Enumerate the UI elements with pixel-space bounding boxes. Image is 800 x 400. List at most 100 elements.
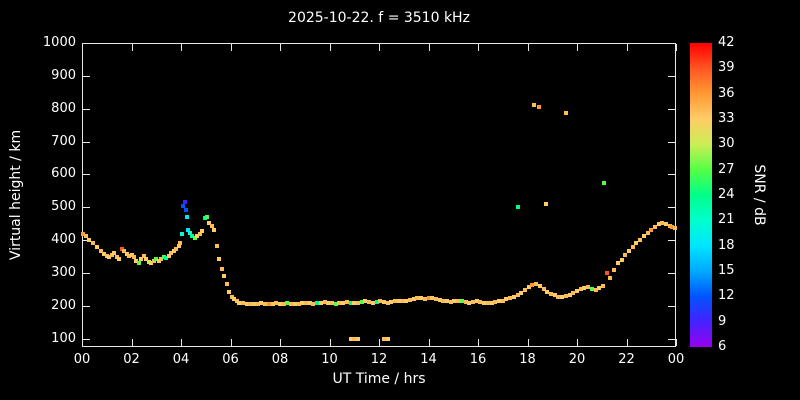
data-point <box>266 301 271 306</box>
data-point <box>300 301 305 306</box>
x-tick-label: 20 <box>568 352 586 367</box>
y-tick-label: 800 <box>51 100 76 116</box>
data-point <box>102 251 107 256</box>
data-point <box>381 336 386 341</box>
data-point <box>441 298 446 303</box>
data-point <box>149 261 154 266</box>
data-point <box>237 300 242 305</box>
data-point <box>630 244 635 249</box>
colorbar-gradient <box>690 43 712 347</box>
data-point <box>385 336 390 341</box>
data-point <box>333 301 338 306</box>
y-tick-label: 100 <box>51 330 76 346</box>
data-point <box>652 225 657 230</box>
data-point <box>359 299 364 304</box>
data-point <box>311 301 316 306</box>
data-point <box>363 299 368 304</box>
data-point <box>234 299 239 304</box>
data-point <box>604 271 609 276</box>
data-point <box>348 300 353 305</box>
data-point <box>608 275 613 280</box>
data-point <box>463 299 468 304</box>
x-tick-mark <box>676 339 677 346</box>
data-point <box>478 299 483 304</box>
data-point <box>252 301 256 306</box>
data-point <box>615 261 620 266</box>
data-point <box>430 296 435 301</box>
data-point <box>186 227 191 232</box>
y-tick-mark <box>83 338 90 340</box>
data-point <box>202 215 207 220</box>
data-point <box>597 285 602 290</box>
data-point <box>549 292 553 297</box>
data-point <box>571 290 576 295</box>
data-point <box>415 295 420 300</box>
data-point <box>411 296 416 301</box>
data-point <box>400 299 405 304</box>
data-point <box>112 250 117 255</box>
data-point <box>329 301 334 306</box>
data-point <box>181 203 186 208</box>
data-point <box>515 293 520 298</box>
data-point <box>367 299 372 304</box>
data-point <box>467 300 472 305</box>
colorbar-tick-label: 24 <box>718 187 735 202</box>
data-point <box>214 244 219 249</box>
data-point <box>493 299 498 304</box>
plot-area <box>82 43 676 347</box>
x-tick-mark <box>181 44 182 51</box>
data-point <box>183 207 188 212</box>
data-point <box>422 296 427 301</box>
y-tick-label: 600 <box>51 166 76 182</box>
x-tick-mark <box>82 44 83 51</box>
data-point <box>352 301 357 306</box>
data-point <box>389 299 394 304</box>
data-point <box>303 300 308 305</box>
data-point <box>185 215 190 220</box>
data-point <box>593 288 598 293</box>
data-point <box>98 248 103 253</box>
x-tick-mark <box>131 44 133 51</box>
data-point <box>207 221 212 226</box>
data-point <box>393 299 398 304</box>
x-tick-mark <box>478 44 479 51</box>
data-point <box>318 300 323 305</box>
y-tick-label: 900 <box>51 67 76 83</box>
data-point <box>182 200 187 205</box>
data-point <box>519 291 524 296</box>
data-point <box>222 273 227 278</box>
data-point <box>144 256 149 261</box>
data-point <box>656 222 661 227</box>
x-tick-label: 04 <box>172 352 190 367</box>
data-point <box>355 336 360 341</box>
data-point <box>471 299 476 304</box>
data-point <box>634 240 639 245</box>
data-point <box>274 301 279 306</box>
data-point <box>641 234 646 239</box>
x-tick-label: 16 <box>469 352 487 367</box>
data-point <box>537 283 542 288</box>
data-point <box>200 228 205 233</box>
x-axis-label: UT Time / hrs <box>332 371 426 387</box>
data-point <box>385 300 390 305</box>
x-tick-mark <box>379 44 380 51</box>
y-tick-mark <box>83 43 90 44</box>
data-point <box>209 224 214 229</box>
x-tick-label: 08 <box>271 352 289 367</box>
y-tick-mark <box>668 43 675 44</box>
y-tick-mark <box>83 207 90 209</box>
colorbar-tick-label: 33 <box>718 111 735 126</box>
y-tick-mark <box>83 75 90 77</box>
data-point <box>248 302 253 307</box>
data-point <box>526 284 531 289</box>
y-tick-mark <box>668 75 675 77</box>
data-point <box>348 336 353 341</box>
data-point <box>326 300 331 305</box>
data-point <box>619 257 624 262</box>
x-tick-mark <box>280 44 281 51</box>
data-point <box>341 300 346 305</box>
y-axis-label: Virtual height / km <box>8 129 24 261</box>
data-point <box>602 180 607 185</box>
x-tick-label: 18 <box>519 352 536 367</box>
